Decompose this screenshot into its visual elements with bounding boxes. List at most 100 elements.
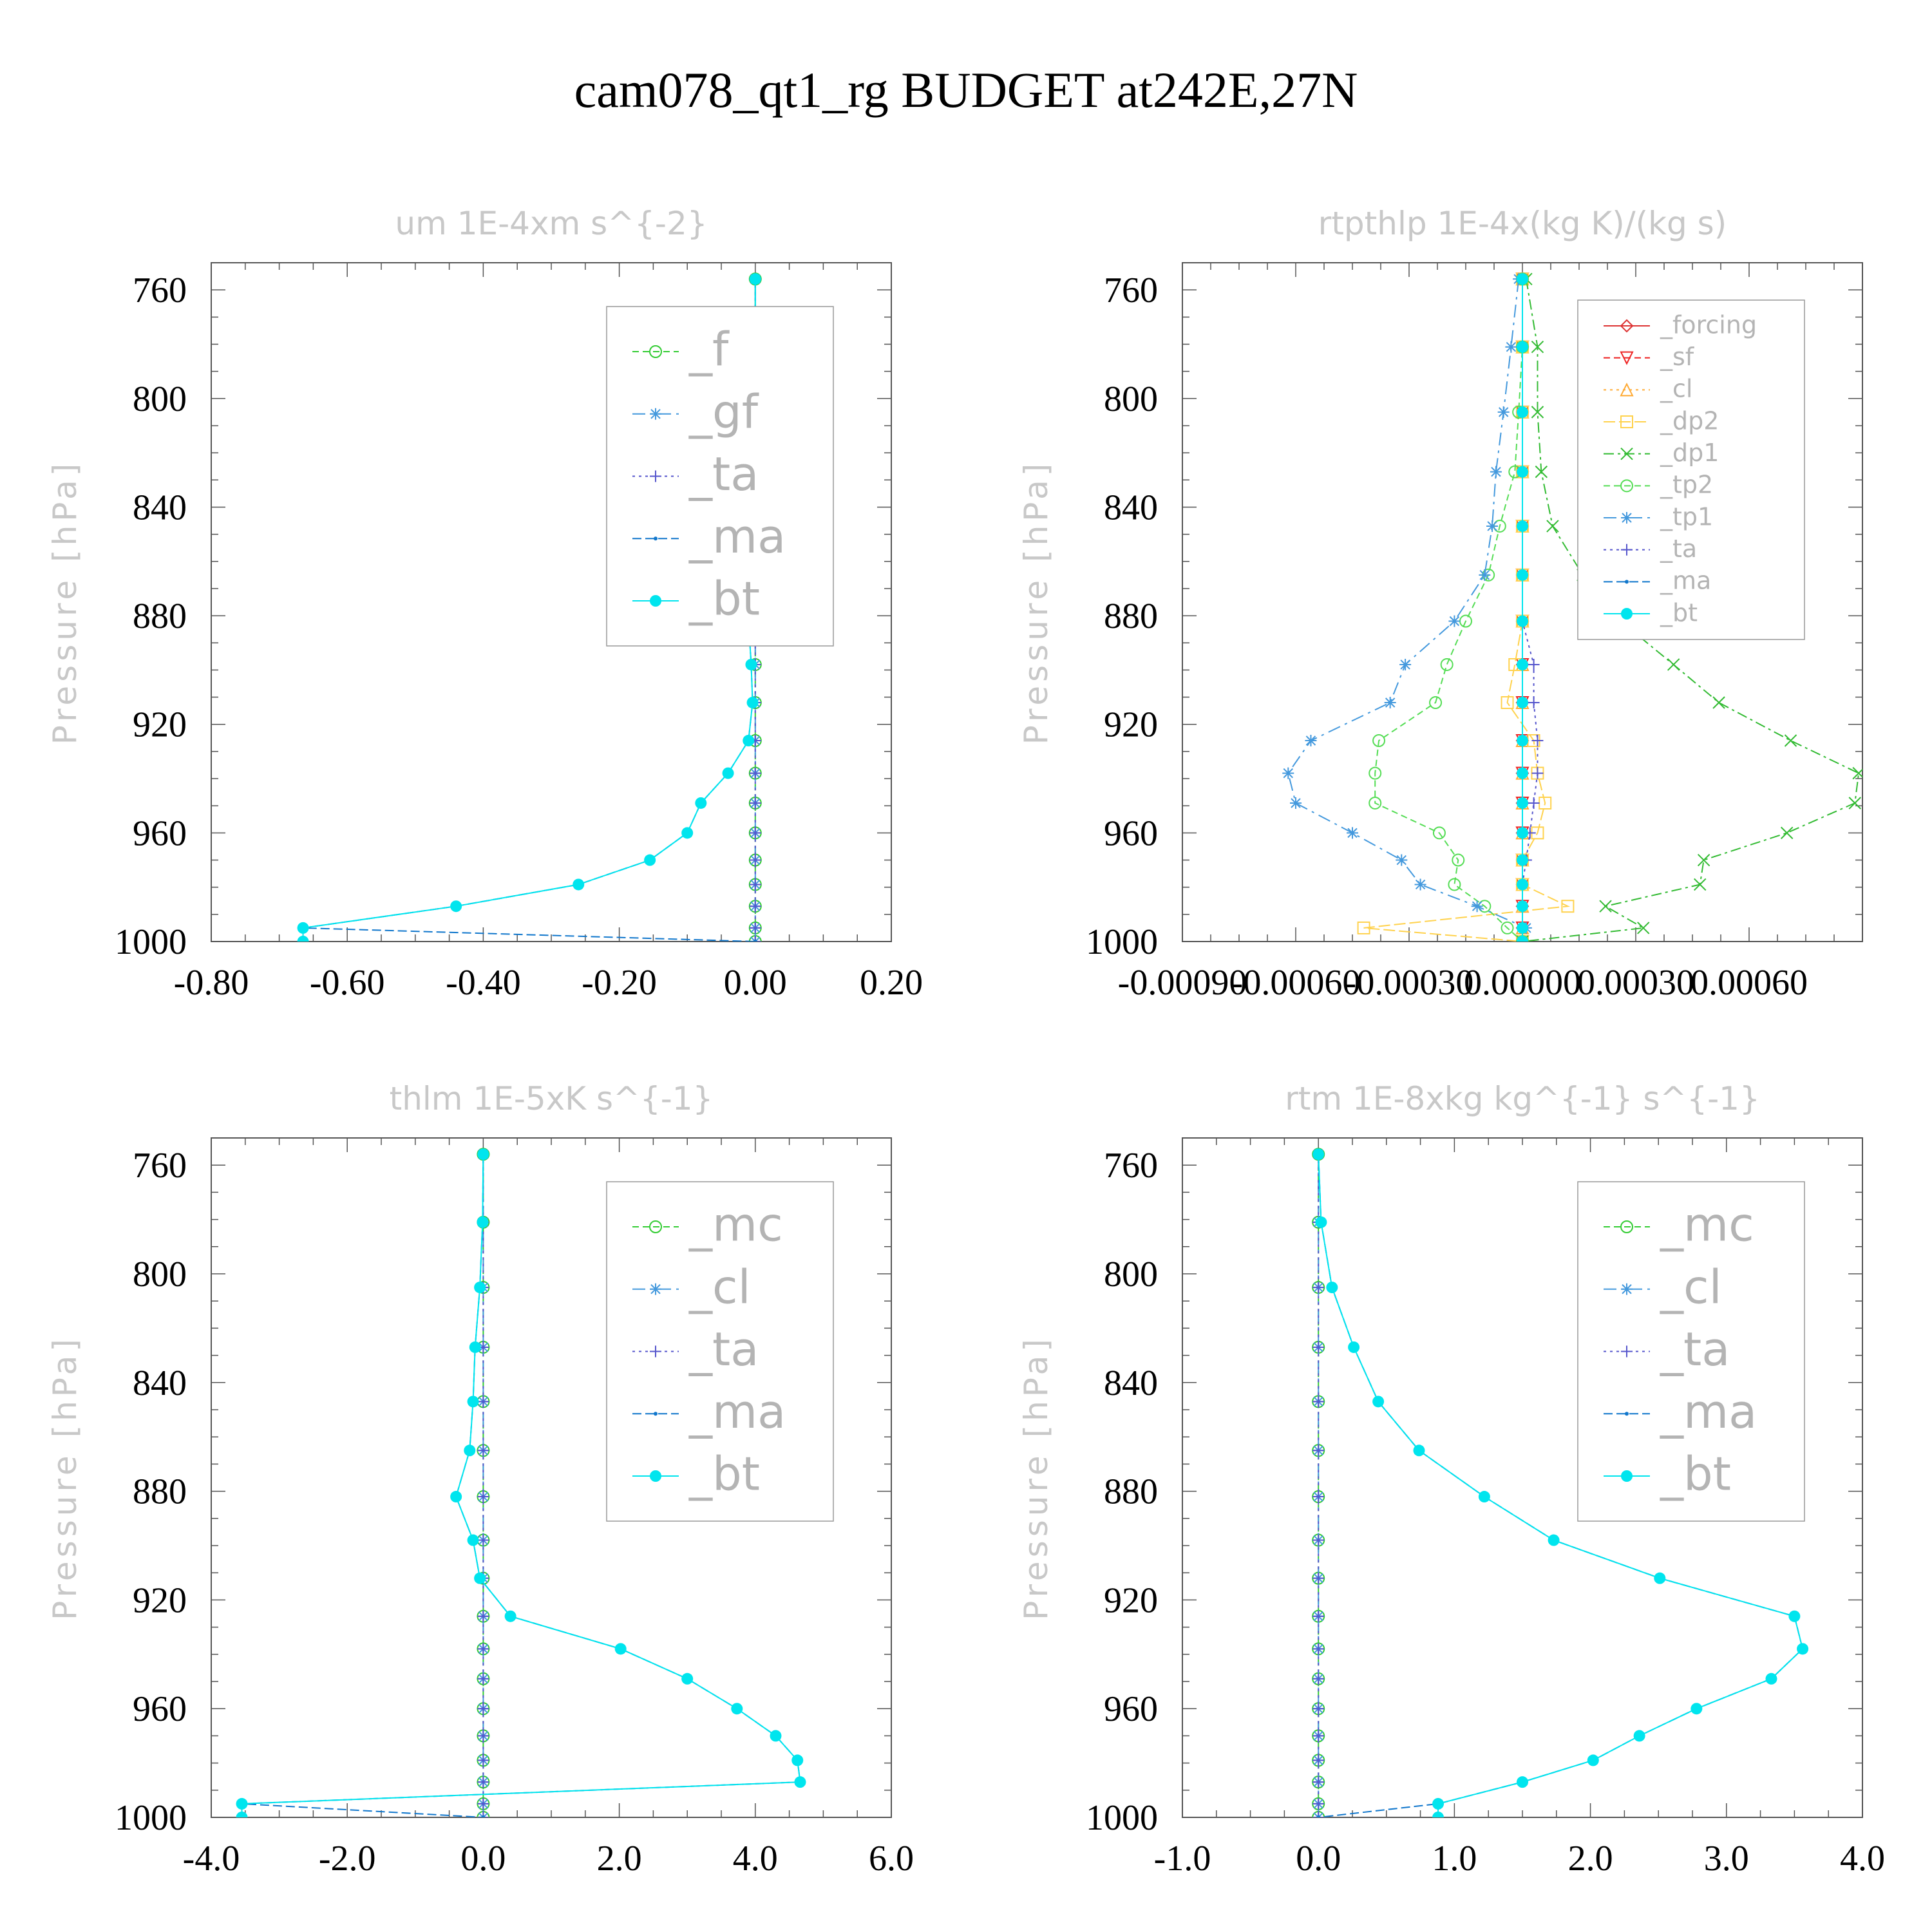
x-tick-label: -0.20 bbox=[582, 963, 657, 1003]
data-point bbox=[1372, 734, 1386, 748]
data-point bbox=[477, 1672, 489, 1685]
y-axis-label: Pressure [hPa] bbox=[1018, 460, 1055, 745]
y-tick-label: 760 bbox=[1104, 1146, 1158, 1186]
data-point bbox=[791, 1754, 804, 1766]
data-point bbox=[1517, 569, 1528, 581]
legend-item: _ma bbox=[1604, 567, 1711, 595]
x-tick-label: 0.00060 bbox=[1690, 963, 1808, 1003]
series-bt bbox=[1312, 1148, 1809, 1817]
x-tick-label: 0.0 bbox=[460, 1839, 506, 1879]
data-point bbox=[1517, 936, 1528, 942]
x-tick-label: -0.00090 bbox=[1118, 963, 1247, 1003]
data-point bbox=[1312, 1491, 1325, 1503]
data-point bbox=[477, 1444, 489, 1457]
panel-title: rtm 1E-8xkg kg^{-1} s^{-1} bbox=[1285, 1080, 1760, 1117]
data-point bbox=[1312, 1148, 1325, 1160]
x-tick-label: -0.00030 bbox=[1345, 963, 1474, 1003]
legend-marker bbox=[654, 536, 658, 541]
data-point bbox=[1312, 1534, 1325, 1546]
data-point bbox=[749, 767, 761, 779]
data-point bbox=[1633, 1730, 1645, 1742]
data-point bbox=[614, 1643, 627, 1655]
data-point bbox=[1312, 1754, 1325, 1766]
legend-label: _bt bbox=[688, 1447, 760, 1501]
data-point bbox=[749, 827, 761, 839]
legend-marker bbox=[1620, 447, 1633, 460]
legend-item: _ta bbox=[632, 1322, 759, 1376]
series-tp1 bbox=[1282, 273, 1532, 942]
data-point bbox=[753, 940, 757, 942]
legend-marker bbox=[650, 408, 661, 420]
legend: _mc _cl _ta _ma _bt bbox=[606, 1181, 834, 1522]
legend-marker bbox=[649, 345, 662, 358]
data-point bbox=[477, 1643, 489, 1655]
legend-marker bbox=[650, 1283, 661, 1295]
legend-item: _mc bbox=[632, 1198, 783, 1252]
y-tick-label: 880 bbox=[1104, 1472, 1158, 1512]
data-point bbox=[297, 922, 309, 934]
y-axis-label: Pressure [hPa] bbox=[46, 1335, 84, 1620]
data-point bbox=[1667, 658, 1680, 671]
data-point bbox=[236, 1812, 248, 1817]
data-point bbox=[1312, 1812, 1325, 1817]
y-axis-label: Pressure [hPa] bbox=[1018, 1335, 1055, 1620]
y-tick-label: 1000 bbox=[115, 1798, 187, 1838]
y-tick-label: 800 bbox=[1104, 379, 1158, 419]
legend-label: _ma bbox=[688, 509, 786, 564]
data-point bbox=[1432, 826, 1446, 840]
data-point bbox=[464, 1444, 476, 1457]
panel-um: um 1E-4xm s^{-2} Pressure [hPa] 760 800 840 8… bbox=[46, 205, 923, 1003]
y-tick-label: 840 bbox=[133, 1363, 187, 1403]
data-point bbox=[1316, 1815, 1321, 1817]
legend-label: _bt bbox=[1660, 1447, 1731, 1501]
data-point bbox=[749, 900, 761, 913]
data-point bbox=[1312, 1703, 1325, 1715]
legend-marker bbox=[654, 1412, 658, 1416]
data-point bbox=[1497, 406, 1510, 418]
data-point bbox=[1517, 615, 1528, 627]
data-point bbox=[1448, 615, 1461, 627]
legend-marker bbox=[650, 1470, 661, 1482]
data-point bbox=[749, 936, 761, 942]
data-point bbox=[1312, 1341, 1325, 1353]
y-tick-label: 960 bbox=[1104, 813, 1158, 853]
legend-item: _ma bbox=[1604, 1385, 1757, 1439]
legend-item: _dp2 bbox=[1604, 406, 1719, 435]
panel-title: rtpthlp 1E-4x(kg K)/(kg s) bbox=[1318, 205, 1727, 242]
legend-marker bbox=[650, 1345, 661, 1358]
data-point bbox=[1501, 696, 1514, 709]
legend-label: _mc bbox=[688, 1198, 783, 1252]
y-tick-label: 960 bbox=[1104, 1689, 1158, 1729]
legend-item: _gf bbox=[632, 384, 759, 439]
x-tick-label: -1.0 bbox=[1154, 1839, 1211, 1879]
data-point bbox=[743, 735, 755, 747]
data-point bbox=[236, 1797, 248, 1810]
data-point bbox=[573, 878, 585, 891]
x-tick-label: -2.0 bbox=[319, 1839, 376, 1879]
legend-marker bbox=[1620, 383, 1634, 397]
data-point bbox=[1797, 1643, 1809, 1655]
data-point bbox=[695, 797, 707, 809]
data-point bbox=[1531, 735, 1544, 747]
legend-item: _cl bbox=[1604, 1260, 1722, 1314]
data-point bbox=[477, 1797, 489, 1810]
data-point bbox=[1452, 853, 1465, 867]
data-point bbox=[1432, 1812, 1444, 1817]
data-point bbox=[1517, 735, 1528, 747]
data-point bbox=[1368, 766, 1382, 780]
data-point bbox=[1312, 1282, 1325, 1294]
legend-label: _cl bbox=[688, 1260, 751, 1314]
data-point bbox=[1517, 854, 1528, 866]
panel-rtm: rtm 1E-8xkg kg^{-1} s^{-1} Pressure [hPa]… bbox=[1018, 1080, 1885, 1879]
data-point bbox=[477, 1396, 489, 1408]
legend-marker bbox=[1620, 351, 1634, 365]
series-ta bbox=[1312, 1148, 1325, 1817]
data-point bbox=[1535, 465, 1548, 478]
data-point bbox=[477, 1776, 489, 1788]
legend-item: _bt bbox=[632, 1447, 760, 1501]
data-point bbox=[477, 1730, 489, 1742]
data-point bbox=[1531, 767, 1544, 779]
y-tick-label: 760 bbox=[133, 1146, 187, 1186]
data-point bbox=[1517, 827, 1528, 839]
